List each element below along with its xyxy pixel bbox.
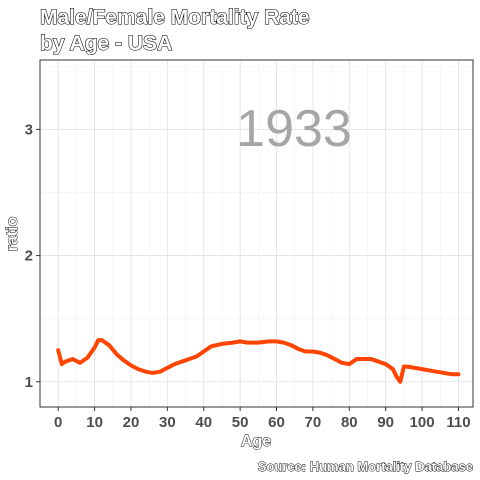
- x-tick-label: 70: [305, 414, 322, 431]
- x-tick-label: 0: [54, 414, 62, 431]
- axis-ticks: 0 10 20 30 40 50 60 70 80 90 100 110 1 2 3: [25, 121, 471, 431]
- x-tick-label: 110: [446, 414, 470, 431]
- x-tick-label: 90: [377, 414, 394, 431]
- y-axis-title: ratio: [4, 216, 21, 251]
- y-tick-label: 3: [25, 121, 33, 138]
- source-caption: Source: Human Mortality Database: [258, 459, 473, 474]
- x-tick-label: 50: [232, 414, 249, 431]
- x-tick-label: 40: [195, 414, 212, 431]
- y-tick-label: 2: [25, 248, 33, 265]
- panel-border: [39, 59, 474, 408]
- x-tick-label: 100: [410, 414, 435, 431]
- grid-lines: [40, 60, 473, 407]
- x-tick-label: 60: [268, 414, 285, 431]
- x-tick-label: 30: [159, 414, 176, 431]
- chart-title: Male/Female Mortality Rate: [40, 6, 310, 29]
- year-label: 1933: [236, 100, 352, 158]
- y-tick-label: 1: [25, 374, 33, 391]
- chart-subtitle: by Age - USA: [40, 32, 172, 55]
- x-axis-title: Age: [241, 433, 271, 450]
- x-tick-label: 10: [86, 414, 103, 431]
- series-line: [56, 338, 461, 384]
- x-tick-label: 80: [341, 414, 358, 431]
- x-tick-label: 20: [123, 414, 140, 431]
